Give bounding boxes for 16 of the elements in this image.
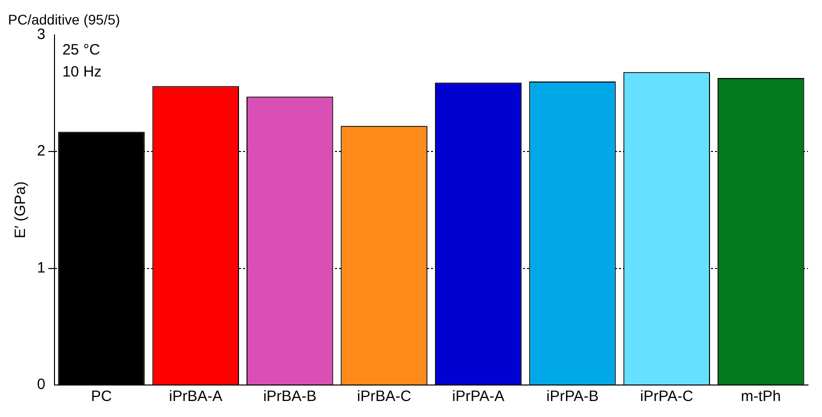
x-tick-label: iPrBA-A bbox=[168, 388, 222, 406]
chart-title: PC/additive (95/5) bbox=[8, 11, 120, 28]
x-tick-label: iPrPA-B bbox=[546, 388, 599, 406]
x-tick-label: PC bbox=[91, 388, 112, 406]
y-tick-label: 0 bbox=[37, 376, 46, 394]
y-axis-title: E′ (GPa) bbox=[12, 181, 30, 238]
x-tick-label: iPrBA-B bbox=[263, 388, 317, 406]
x-tick-label: iPrBA-C bbox=[356, 388, 412, 406]
x-tick-label: m-tPh bbox=[740, 388, 781, 406]
y-tick-label: 1 bbox=[37, 259, 46, 276]
x-tick-label: iPrPA-A bbox=[452, 388, 504, 406]
annotation: 10 Hz bbox=[62, 63, 102, 80]
y-tick-label: 3 bbox=[37, 26, 46, 43]
annotation: 25 °C bbox=[62, 41, 100, 58]
y-tick-label: 2 bbox=[37, 142, 46, 160]
x-tick-label: iPrPA-C bbox=[640, 388, 694, 406]
